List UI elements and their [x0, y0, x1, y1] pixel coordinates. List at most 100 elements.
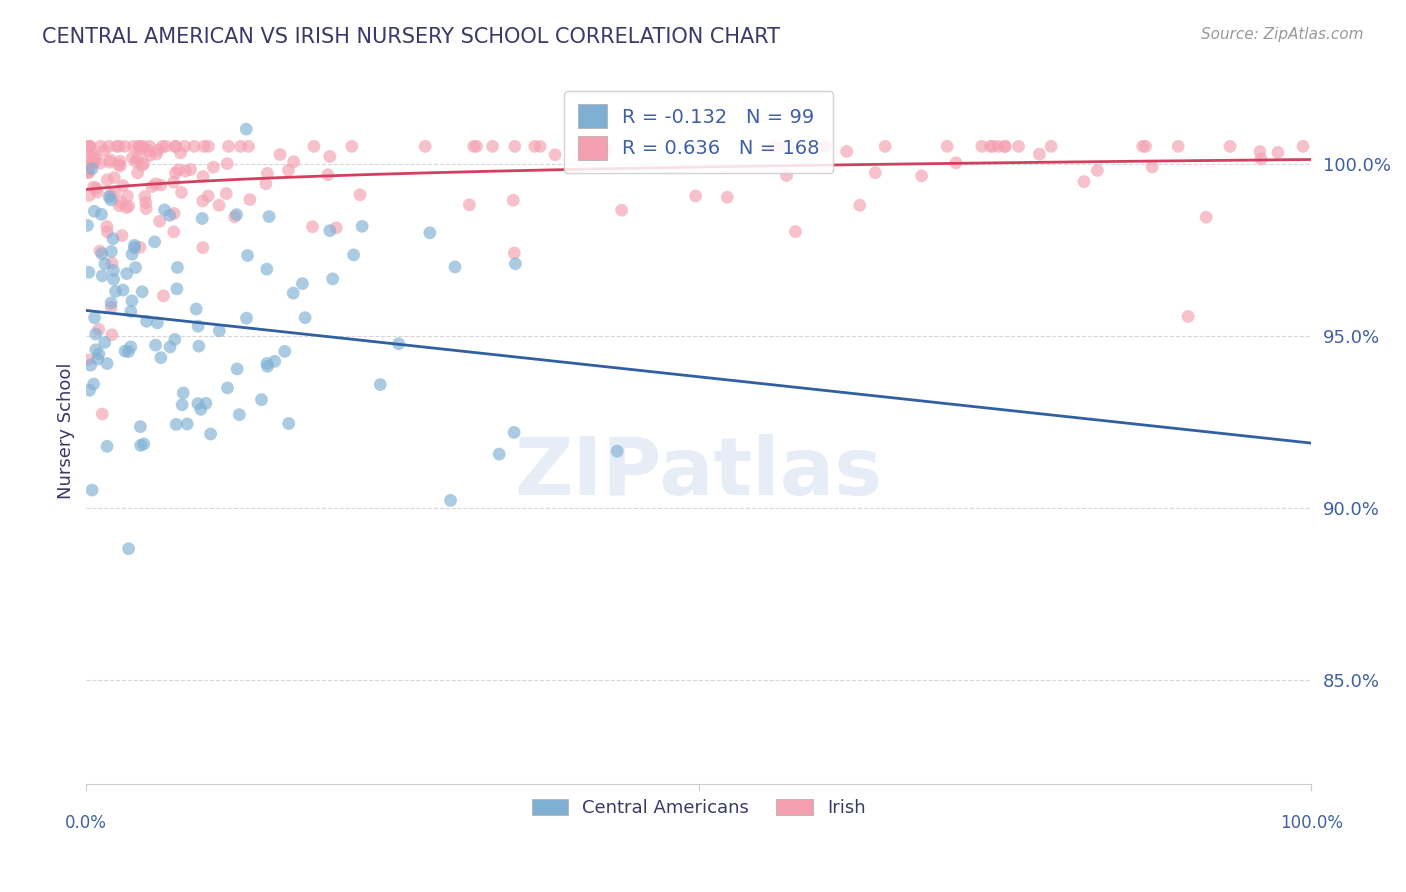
Point [139, 148, 162, 162]
Legend: Central Americans, Irish: Central Americans, Irish [524, 791, 873, 824]
Point [115, 201, 138, 215]
Point [79, 139, 101, 153]
Point [143, 235, 166, 249]
Point [180, 162, 202, 177]
Point [108, 154, 131, 169]
Point [236, 248, 259, 262]
Point [685, 189, 707, 203]
Point [368, 377, 391, 392]
Point [503, 425, 526, 440]
Point [191, 241, 214, 255]
Point [159, 208, 181, 222]
Point [97, 139, 120, 153]
Point [444, 260, 467, 274]
Point [104, 185, 127, 199]
Point [110, 194, 132, 209]
Point [91, 268, 114, 283]
Point [93, 144, 115, 158]
Point [165, 139, 187, 153]
Point [239, 193, 262, 207]
Point [606, 444, 628, 458]
Point [217, 381, 239, 395]
Point [257, 210, 280, 224]
Point [1249, 145, 1271, 159]
Point [79, 150, 101, 164]
Point [228, 408, 250, 422]
Point [1028, 147, 1050, 161]
Point [291, 277, 314, 291]
Text: CENTRAL AMERICAN VS IRISH NURSERY SCHOOL CORRELATION CHART: CENTRAL AMERICAN VS IRISH NURSERY SCHOOL… [42, 27, 780, 46]
Point [544, 147, 567, 161]
Point [1132, 139, 1154, 153]
Point [848, 198, 870, 212]
Point [1085, 163, 1108, 178]
Point [191, 169, 214, 184]
Point [124, 260, 146, 275]
Point [128, 139, 150, 153]
Point [87, 347, 110, 361]
Point [172, 385, 194, 400]
Point [865, 166, 887, 180]
Point [125, 154, 148, 169]
Point [101, 232, 124, 246]
Point [187, 396, 209, 410]
Point [122, 139, 145, 153]
Point [138, 139, 160, 153]
Point [77, 352, 100, 367]
Point [910, 169, 932, 183]
Point [316, 168, 339, 182]
Point [129, 419, 152, 434]
Point [197, 139, 219, 153]
Point [274, 344, 297, 359]
Point [86, 185, 108, 199]
Point [582, 145, 605, 159]
Point [135, 314, 157, 328]
Point [1040, 139, 1063, 153]
Point [149, 214, 172, 228]
Point [100, 244, 122, 259]
Point [100, 153, 122, 167]
Point [146, 316, 169, 330]
Point [98, 190, 121, 204]
Point [174, 164, 197, 178]
Point [155, 139, 177, 153]
Point [254, 177, 277, 191]
Point [191, 211, 214, 226]
Point [100, 301, 122, 315]
Point [197, 189, 219, 203]
Point [970, 139, 993, 153]
Point [96, 225, 118, 239]
Point [76, 219, 98, 233]
Point [131, 285, 153, 299]
Point [488, 447, 510, 461]
Point [981, 139, 1004, 153]
Point [936, 139, 959, 153]
Point [387, 336, 409, 351]
Point [172, 398, 194, 412]
Point [86, 351, 108, 366]
Point [149, 351, 172, 365]
Point [107, 158, 129, 172]
Point [103, 263, 125, 277]
Point [79, 139, 101, 153]
Point [685, 139, 707, 153]
Point [987, 139, 1010, 153]
Text: ZIPatlas: ZIPatlas [515, 434, 883, 512]
Point [83, 150, 105, 164]
Point [875, 139, 897, 153]
Point [1007, 139, 1029, 153]
Point [1135, 139, 1157, 153]
Point [835, 145, 858, 159]
Point [83, 204, 105, 219]
Point [77, 188, 100, 202]
Point [716, 190, 738, 204]
Point [90, 246, 112, 260]
Point [169, 145, 191, 160]
Point [83, 156, 105, 170]
Point [115, 267, 138, 281]
Point [163, 225, 186, 239]
Point [591, 143, 613, 157]
Point [108, 198, 131, 212]
Point [342, 248, 364, 262]
Point [152, 139, 174, 153]
